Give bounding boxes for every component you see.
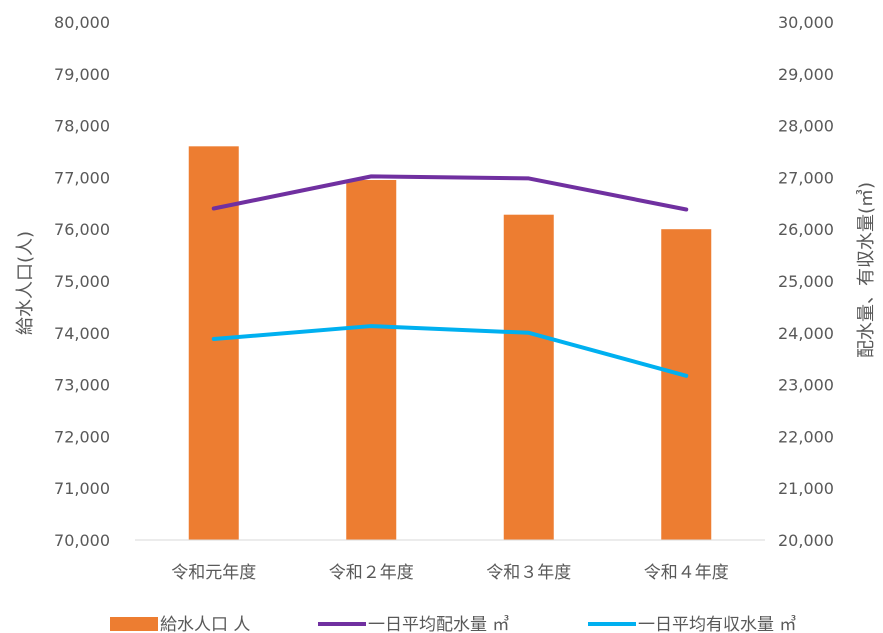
right-tick-label: 24,000 [778, 324, 834, 343]
legend-swatch [110, 617, 158, 631]
legend-label: 一日平均配水量 ㎥ [368, 615, 509, 633]
series-line [211, 174, 689, 212]
right-tick-label: 29,000 [778, 65, 834, 84]
left-tick-label: 74,000 [54, 324, 110, 343]
left-tick-label: 72,000 [54, 427, 110, 446]
right-tick-label: 26,000 [778, 220, 834, 239]
left-tick-label: 77,000 [54, 168, 110, 187]
left-axis-title: 給水人口(人) [15, 231, 36, 335]
bar [188, 146, 239, 540]
right-tick-label: 27,000 [778, 168, 834, 187]
bar [661, 229, 712, 540]
right-tick-label: 20,000 [778, 531, 834, 550]
legend: 給水人口 人 一日平均配水量 ㎥ 一日平均有収水量 ㎥ [110, 615, 796, 633]
right-axis-ticks: 20,000 21,000 22,000 23,000 24,000 25,000 26,0… [778, 13, 834, 550]
left-tick-label: 80,000 [54, 13, 110, 32]
category-label: 令和２年度 [329, 563, 414, 583]
left-tick-label: 71,000 [54, 479, 110, 498]
bar [346, 179, 397, 541]
bar-series [188, 146, 712, 541]
left-tick-label: 78,000 [54, 117, 110, 136]
left-tick-label: 76,000 [54, 220, 110, 239]
left-axis-ticks: 70,000 71,000 72,000 73,000 74,000 75,000 76,0… [54, 13, 110, 550]
left-tick-label: 75,000 [54, 272, 110, 291]
right-tick-label: 30,000 [778, 13, 834, 32]
left-tick-label: 73,000 [54, 376, 110, 395]
right-tick-label: 23,000 [778, 376, 834, 395]
legend-label: 給水人口 人 [160, 615, 250, 633]
left-tick-label: 70,000 [54, 531, 110, 550]
right-axis-title: 配水量、有収水量(㎥) [856, 182, 877, 358]
category-labels: 令和元年度 令和２年度 令和３年度 令和４年度 [171, 563, 729, 583]
line-series [211, 174, 689, 378]
bar [503, 214, 554, 541]
right-tick-label: 22,000 [778, 427, 834, 446]
left-tick-label: 79,000 [54, 65, 110, 84]
series-line [211, 324, 689, 378]
category-label: 令和４年度 [644, 563, 729, 583]
legend-label: 一日平均有収水量 ㎥ [638, 615, 796, 633]
category-label: 令和３年度 [486, 563, 571, 583]
right-tick-label: 25,000 [778, 272, 834, 291]
right-tick-label: 21,000 [778, 479, 834, 498]
category-label: 令和元年度 [171, 563, 256, 583]
right-tick-label: 28,000 [778, 117, 834, 136]
